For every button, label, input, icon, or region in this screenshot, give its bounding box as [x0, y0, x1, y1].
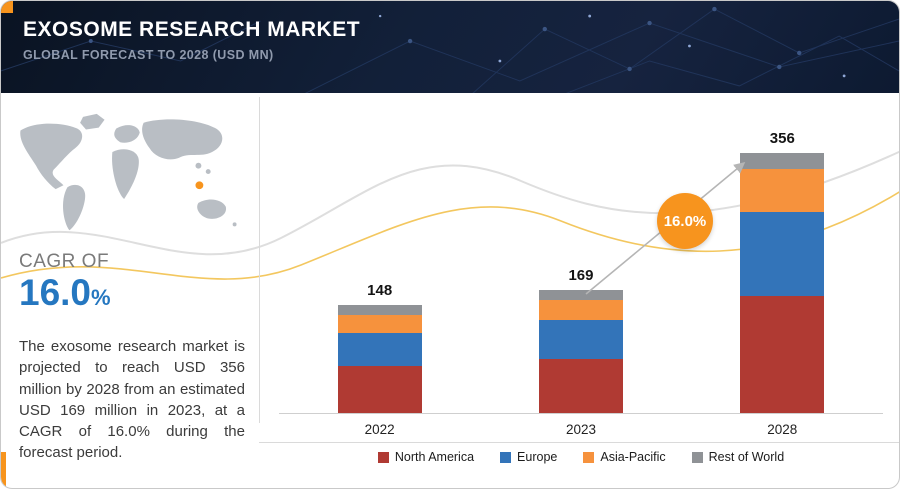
legend-separator: [259, 442, 899, 443]
bar-segment-europe: [538, 319, 623, 359]
bar-stack: [740, 153, 825, 413]
description-text: The exosome research market is projected…: [19, 338, 245, 462]
bar-stack: [337, 304, 422, 413]
header: EXOSOME RESEARCH MARKET GLOBAL FORECAST …: [1, 1, 899, 93]
bar-segment-asia-pacific: [337, 315, 422, 333]
x-axis-label: 2028: [767, 422, 798, 437]
chart-legend: North America Europe Asia-Pacific Rest of W…: [279, 450, 883, 464]
legend-label: Rest of World: [708, 450, 785, 464]
legend-label: Asia-Pacific: [600, 450, 666, 464]
page-subtitle: GLOBAL FORECAST TO 2028 (USD MN): [23, 48, 274, 62]
content-area: CAGR OF 16.0% The exosome research marke…: [1, 93, 899, 488]
bars-row: 148 169 356: [279, 101, 883, 414]
bar-segment-rest-of-world: [740, 153, 825, 170]
legend-swatch: [500, 451, 512, 463]
x-axis-label: 2022: [364, 422, 395, 437]
bar-segment-asia-pacific: [740, 169, 825, 212]
bar-total-label: 356: [769, 130, 795, 148]
bottom-accent: [1, 452, 6, 488]
bar-column: 356: [682, 130, 883, 413]
bar-chart: 148 169 356 2022 2023 2028 16.0%: [279, 101, 883, 437]
panel-divider: [259, 97, 260, 423]
bar-segment-north-america: [337, 366, 422, 413]
legend-label: North America: [394, 450, 475, 464]
legend-item: Rest of World: [691, 450, 785, 464]
legend-item: North America: [377, 450, 475, 464]
world-map-icon: [20, 113, 237, 231]
cagr-label: CAGR OF: [19, 251, 110, 272]
bar-segment-europe: [337, 332, 422, 367]
bar-segment-rest-of-world: [337, 304, 422, 316]
bar-segment-asia-pacific: [538, 299, 623, 320]
corner-accent: [1, 1, 13, 13]
legend-swatch: [583, 451, 595, 463]
legend-label: Europe: [517, 450, 558, 464]
bar-segment-north-america: [740, 296, 825, 413]
bar-total-label: 148: [367, 281, 393, 299]
map-marker-dot: [195, 181, 204, 190]
bar-total-label: 169: [568, 266, 594, 284]
cagr-number: 16.0: [19, 272, 92, 313]
bar-segment-europe: [740, 211, 825, 297]
bar-column: 169: [480, 267, 681, 413]
years-row: 2022 2023 2028: [279, 414, 883, 437]
legend-swatch: [377, 451, 389, 463]
page-title: EXOSOME RESEARCH MARKET: [23, 18, 361, 41]
cagr-percent-sign: %: [91, 285, 111, 310]
network-decoration-icon: [1, 6, 899, 93]
legend-item: Europe: [500, 450, 557, 464]
bar-column: 148: [279, 282, 480, 413]
legend-swatch: [691, 451, 703, 463]
legend-item: Asia-Pacific: [583, 450, 666, 464]
bar-stack: [538, 289, 623, 413]
growth-badge: 16.0%: [657, 193, 713, 249]
bar-segment-north-america: [538, 358, 623, 413]
x-axis-label: 2023: [565, 422, 596, 437]
left-panel: CAGR OF 16.0% The exosome research marke…: [1, 93, 259, 488]
bar-segment-rest-of-world: [538, 289, 623, 300]
cagr-value: 16.0%: [19, 272, 111, 314]
